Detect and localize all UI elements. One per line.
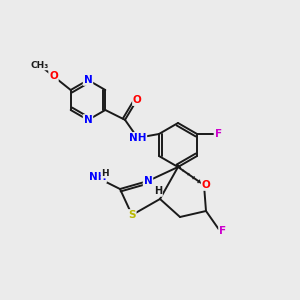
Polygon shape [177,164,181,168]
Text: NH: NH [129,133,146,143]
Text: H: H [154,186,162,196]
Text: O: O [202,180,210,190]
Text: H: H [101,169,109,178]
Text: N: N [84,115,92,125]
Text: S: S [128,210,136,220]
Text: N: N [144,176,152,186]
Text: O: O [133,95,142,105]
Text: CH₃: CH₃ [30,61,49,70]
Text: F: F [215,129,223,139]
Text: O: O [49,71,58,81]
Text: F: F [219,226,226,236]
Text: NH: NH [88,172,106,182]
Text: N: N [84,75,92,85]
